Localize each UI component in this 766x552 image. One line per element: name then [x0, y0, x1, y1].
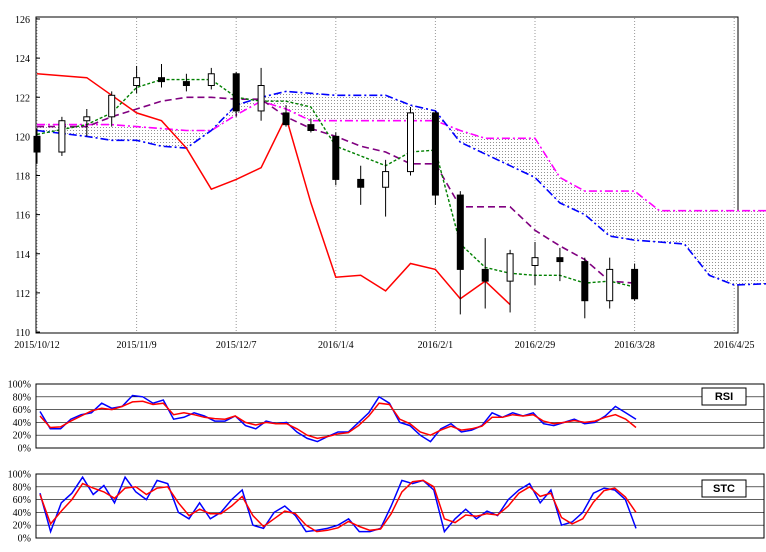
candle-body [431, 112, 439, 196]
candle-body [481, 268, 489, 282]
stc-label-box [701, 479, 747, 498]
y-tick-label: 40% [13, 508, 31, 519]
candlesticks [33, 63, 639, 319]
candle [207, 67, 215, 90]
y-tick-label: 100% [8, 380, 31, 391]
y-tick-label: 20% [13, 431, 31, 442]
y-tick-label: 124 [15, 54, 30, 65]
x-tick-label: 2016/2/1 [418, 340, 454, 351]
y-tick-label: 122 [15, 93, 30, 104]
candle [108, 91, 116, 127]
candle-body [407, 112, 414, 173]
candle-body [83, 116, 91, 122]
candle-body [556, 257, 564, 263]
y-tick-label: 60% [13, 405, 31, 416]
y-tick-label: 110 [15, 328, 30, 339]
candle [456, 191, 464, 315]
y-tick-label: 100% [8, 470, 31, 481]
candle-body [581, 261, 589, 302]
candle-body [531, 257, 539, 266]
candle-body [158, 77, 165, 83]
candle-body [282, 112, 290, 126]
candle-body [606, 268, 614, 302]
x-tick-label: 2016/3/28 [614, 340, 655, 351]
candle-body [182, 81, 190, 87]
y-tick-label: 40% [13, 418, 31, 429]
stc-label: STC [713, 483, 735, 495]
oscillator-line [39, 475, 637, 535]
candle [481, 238, 489, 309]
y-tick-label: 120 [15, 132, 30, 143]
x-tick-label: 2016/1/4 [318, 340, 354, 351]
candle [232, 71, 240, 117]
candle-body [33, 135, 41, 153]
price-axis: 126 124 122 120 118 116 114 112 110 [15, 15, 40, 339]
y-tick-label: 116 [15, 211, 30, 222]
candle [133, 65, 141, 94]
candle-body [108, 94, 116, 118]
candle [332, 132, 340, 186]
stc-lines [39, 475, 637, 535]
candle [58, 116, 66, 156]
candle-body [456, 194, 464, 270]
candle-body [631, 268, 639, 300]
x-tick-label: 2015/10/12 [14, 340, 60, 351]
candle-body [133, 77, 141, 87]
candle [83, 108, 91, 137]
oscillator-line [39, 400, 637, 440]
candle [581, 257, 589, 319]
y-tick-label: 118 [15, 172, 30, 183]
rsi-label: RSI [715, 391, 733, 403]
candle [282, 105, 290, 127]
candle [531, 242, 539, 286]
candle-body [207, 73, 215, 87]
y-tick-label: 0% [18, 444, 31, 455]
x-tick-label: 2016/4/25 [714, 340, 755, 351]
span-b-line [36, 90, 766, 286]
candle-body [332, 135, 340, 180]
candle [357, 165, 365, 205]
candle-body [307, 124, 315, 132]
candle-body [357, 178, 365, 188]
date-axis: 2015/10/12 2015/11/9 2015/12/7 2016/1/4 2016… [14, 340, 754, 351]
candle-body [232, 73, 240, 112]
chikou-line [36, 73, 511, 306]
candle [407, 107, 414, 176]
candle [431, 110, 439, 205]
candle-body [257, 85, 265, 112]
candle [631, 263, 639, 301]
candle [382, 159, 390, 217]
y-tick-label: 80% [13, 482, 31, 493]
candle [158, 63, 165, 88]
y-tick-label: 0% [18, 534, 31, 545]
tenkan-line [36, 78, 635, 288]
x-tick-label: 2016/2/29 [515, 340, 556, 351]
y-tick-label: 114 [15, 250, 30, 261]
rsi-axis: 100%80% 60% 40% 20% 0% [8, 380, 31, 455]
y-tick-label: 112 [15, 289, 30, 300]
rsi-lines [39, 394, 637, 443]
candle [307, 118, 315, 133]
stc-axis: 100%80% 60% 40% 20% 0% [8, 470, 31, 545]
candle [506, 249, 514, 313]
oscillator-line [39, 479, 637, 533]
y-tick-label: 20% [13, 521, 31, 532]
candle [606, 257, 614, 309]
x-tick-label: 2015/12/7 [216, 340, 257, 351]
candle [257, 67, 265, 121]
y-tick-label: 60% [13, 495, 31, 506]
candle-body [506, 253, 514, 282]
rsi-label-box [701, 387, 747, 406]
y-tick-label: 126 [15, 15, 30, 26]
candle [182, 73, 190, 92]
candle-body [382, 171, 390, 188]
candle [556, 247, 564, 282]
rsi-panel-frame [35, 383, 765, 449]
candle-body [58, 120, 66, 153]
x-tick-label: 2015/11/9 [117, 340, 157, 351]
y-tick-label: 80% [13, 392, 31, 403]
